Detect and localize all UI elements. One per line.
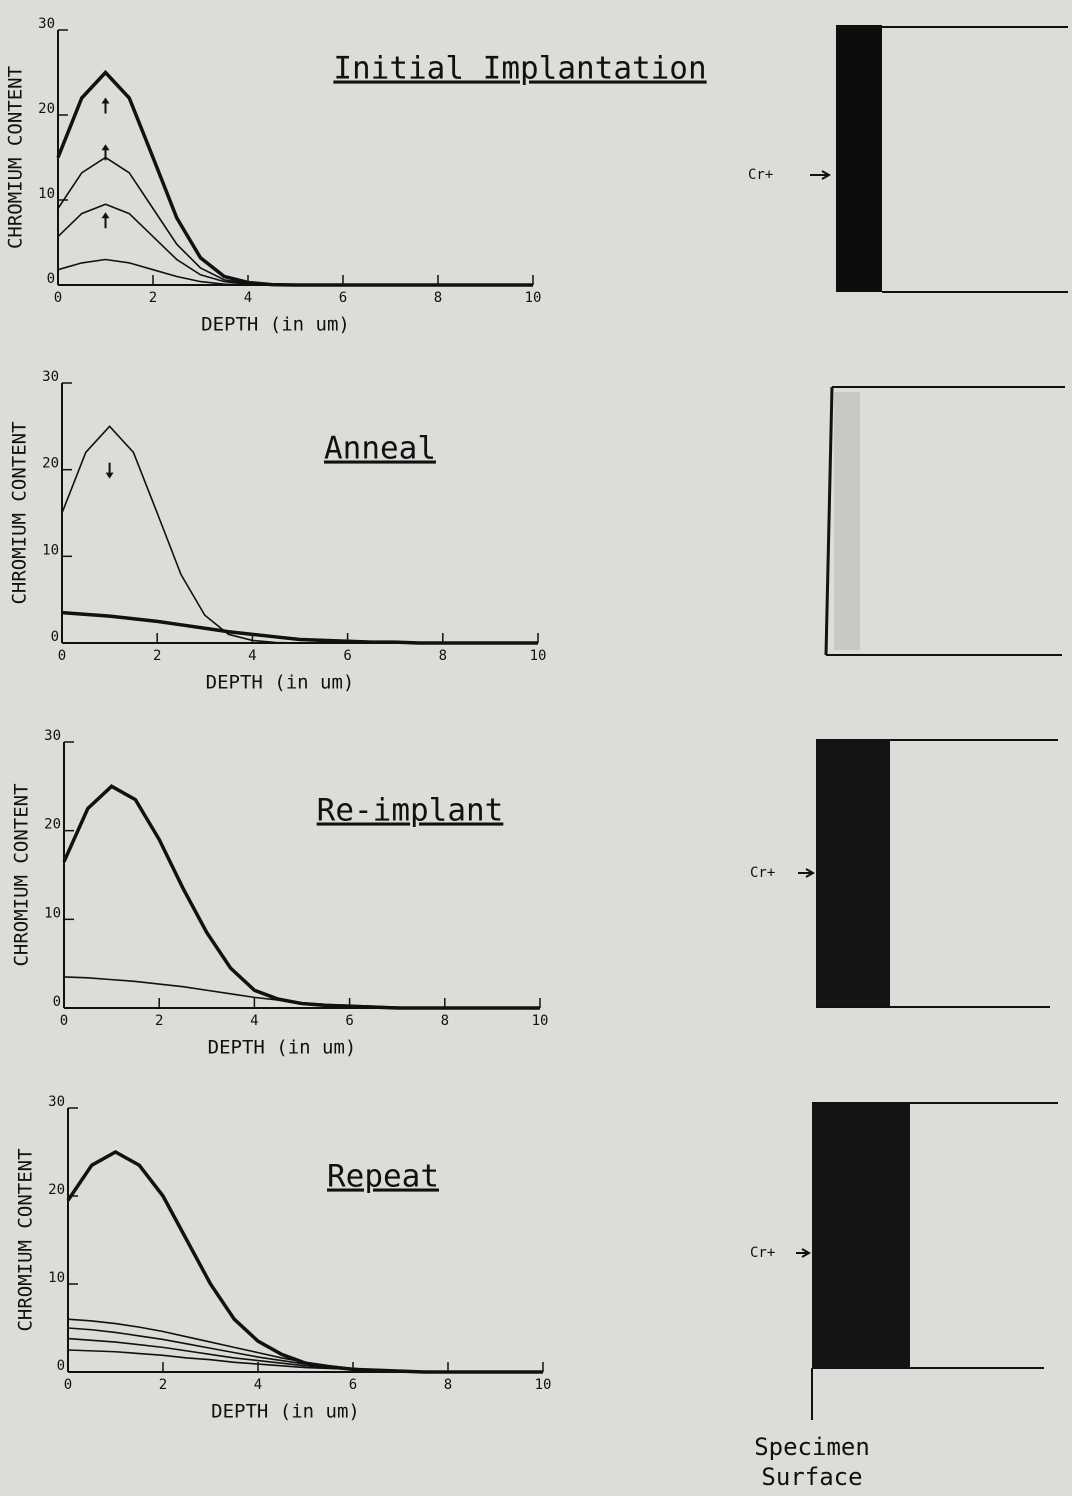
x-tick-label: 6 [349, 1377, 357, 1393]
x-tick-label: 8 [434, 290, 442, 306]
arrow-head [101, 212, 110, 219]
y-tick-label: 0 [47, 271, 55, 287]
ion-label: Cr+ [748, 167, 773, 183]
data-line [57, 156, 533, 286]
ion-label: Cr+ [750, 1245, 775, 1261]
chart-title: Anneal [324, 431, 436, 467]
x-axis-label: DEPTH (in um) [208, 1037, 357, 1059]
y-tick-label: 20 [42, 456, 59, 472]
y-tick-label: 30 [44, 728, 61, 744]
data-line [61, 610, 538, 645]
x-tick-label: 4 [250, 1013, 258, 1029]
y-tick-label: 10 [38, 186, 55, 202]
y-tick-label: 20 [44, 817, 61, 833]
caption: Surface [761, 1463, 862, 1491]
y-tick-label: 30 [48, 1094, 65, 1110]
data-line [56, 69, 533, 287]
x-tick-label: 6 [343, 648, 351, 664]
chart-title: Initial Implantation [333, 51, 706, 87]
y-tick-label: 20 [38, 101, 55, 117]
y-tick-label: 0 [51, 629, 59, 645]
x-tick-label: 2 [155, 1013, 163, 1029]
y-tick-label: 10 [48, 1270, 65, 1286]
caption: Specimen [754, 1433, 870, 1461]
x-tick-label: 0 [60, 1013, 68, 1029]
chart-title: Re-implant [317, 793, 504, 829]
y-tick-label: 30 [38, 16, 55, 32]
y-tick-label: 0 [57, 1358, 65, 1374]
arrow-head [101, 97, 110, 104]
y-axis-label: CHROMIUM CONTENT [11, 783, 33, 966]
x-tick-label: 2 [153, 648, 161, 664]
data-line [66, 1149, 543, 1374]
x-tick-label: 10 [535, 1377, 552, 1393]
data-line [57, 258, 533, 286]
x-axis-label: DEPTH (in um) [211, 1401, 360, 1423]
x-tick-label: 4 [248, 648, 256, 664]
data-line [57, 203, 533, 286]
y-tick-label: 0 [53, 994, 61, 1010]
x-tick-label: 0 [54, 290, 62, 306]
x-tick-label: 6 [345, 1013, 353, 1029]
x-tick-label: 6 [339, 290, 347, 306]
arrow-head [105, 472, 114, 479]
x-tick-label: 10 [530, 648, 547, 664]
y-tick-label: 10 [42, 542, 59, 558]
chart-title: Repeat [327, 1159, 439, 1195]
specimen-diagrams [796, 25, 1068, 1420]
data-line [61, 425, 538, 644]
y-axis-label: CHROMIUM CONTENT [9, 421, 31, 604]
x-tick-label: 0 [64, 1377, 72, 1393]
x-tick-label: 2 [159, 1377, 167, 1393]
x-tick-label: 8 [444, 1377, 452, 1393]
x-axis-label: DEPTH (in um) [206, 672, 355, 694]
x-tick-label: 2 [149, 290, 157, 306]
y-axis-label: CHROMIUM CONTENT [15, 1148, 37, 1331]
x-tick-label: 8 [439, 648, 447, 664]
x-tick-label: 4 [244, 290, 252, 306]
y-tick-label: 30 [42, 369, 59, 385]
arrow-head [101, 144, 110, 151]
y-tick-label: 10 [44, 905, 61, 921]
x-axis-label: DEPTH (in um) [201, 314, 350, 336]
y-axis-label: CHROMIUM CONTENT [5, 66, 27, 249]
ion-label: Cr+ [750, 865, 775, 881]
x-tick-label: 4 [254, 1377, 262, 1393]
x-tick-label: 10 [532, 1013, 549, 1029]
x-tick-label: 8 [441, 1013, 449, 1029]
x-tick-label: 0 [58, 648, 66, 664]
y-tick-label: 20 [48, 1182, 65, 1198]
data-line [67, 1349, 543, 1373]
data-line [63, 976, 540, 1009]
x-tick-label: 10 [525, 290, 542, 306]
